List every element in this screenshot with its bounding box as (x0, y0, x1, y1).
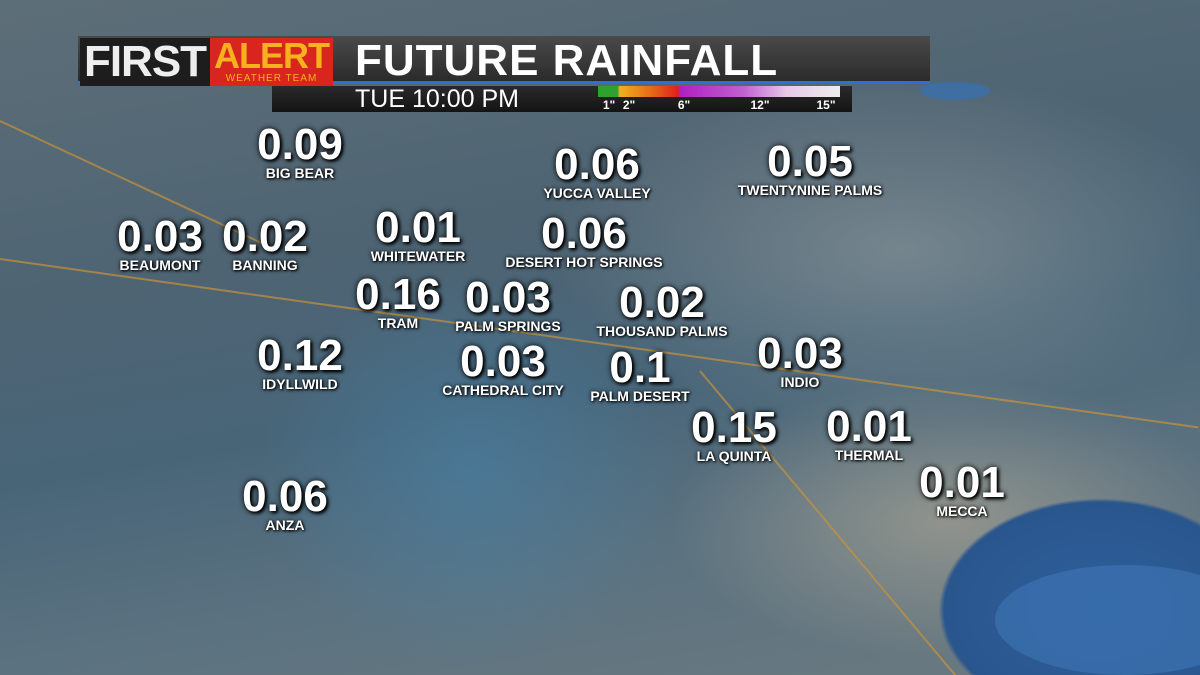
location-label: 0.03 BEAUMONT (117, 212, 203, 274)
rainfall-value: 0.03 (757, 329, 843, 378)
location-name: MECCA (936, 503, 988, 519)
location-label: 0.01 THERMAL (826, 402, 912, 464)
rainfall-value: 0.03 (117, 212, 203, 261)
rainfall-value: 0.03 (460, 337, 546, 386)
location-name: LA QUINTA (696, 448, 772, 464)
location-name: PALM DESERT (590, 388, 690, 404)
legend-tick: 1" (602, 98, 616, 112)
location-label: 0.06 YUCCA VALLEY (543, 140, 651, 202)
location-name: BEAUMONT (119, 257, 201, 273)
location-label: 0.02 BANNING (222, 212, 308, 274)
location-name: THOUSAND PALMS (596, 323, 728, 339)
location-label: 0.03 CATHEDRAL CITY (442, 337, 564, 399)
brand-alert: ALERT (214, 35, 330, 76)
rainfall-value: 0.06 (541, 209, 627, 258)
rainfall-value: 0.15 (691, 403, 777, 452)
location-label: 0.06 ANZA (242, 472, 328, 534)
lake (920, 82, 990, 100)
brand-team: WEATHER TEAM (225, 73, 318, 84)
location-label: 0.02 THOUSAND PALMS (596, 278, 728, 340)
rainfall-value: 0.06 (554, 140, 640, 189)
location-name: CATHEDRAL CITY (442, 382, 564, 398)
rainfall-value: 0.02 (619, 278, 705, 327)
legend-tick: 12" (750, 98, 770, 112)
location-name: BANNING (232, 257, 298, 273)
rainfall-color-scale (598, 86, 840, 97)
rainfall-value: 0.09 (257, 120, 343, 169)
location-label: 0.06 DESERT HOT SPRINGS (505, 209, 663, 271)
rainfall-value: 0.02 (222, 212, 308, 261)
rainfall-value: 0.03 (465, 273, 551, 322)
legend-tick: 6" (677, 98, 691, 112)
location-label: 0.01 WHITEWATER (370, 203, 466, 265)
location-label: 0.09 BIG BEAR (257, 120, 343, 182)
location-name: WHITEWATER (370, 248, 466, 264)
location-name: INDIO (780, 374, 820, 390)
location-name: YUCCA VALLEY (543, 185, 651, 201)
rainfall-value: 0.01 (919, 458, 1005, 507)
location-label: 0.03 PALM SPRINGS (455, 273, 561, 335)
location-label: 0.05 TWENTYNINE PALMS (737, 137, 883, 199)
location-name: BIG BEAR (265, 165, 335, 181)
location-name: PALM SPRINGS (455, 318, 561, 334)
location-name: ANZA (265, 517, 305, 533)
location-label: 0.03 INDIO (757, 329, 843, 391)
location-name: DESERT HOT SPRINGS (505, 254, 663, 270)
brand-first: FIRST (80, 38, 210, 86)
location-label: 0.16 TRAM (355, 270, 441, 332)
location-name: TWENTYNINE PALMS (737, 182, 883, 198)
rainfall-value: 0.16 (355, 270, 441, 319)
page-title: FUTURE RAINFALL (355, 36, 779, 85)
location-name: IDYLLWILD (262, 376, 338, 392)
rainfall-value: 0.06 (242, 472, 328, 521)
rainfall-value: 0.01 (375, 203, 461, 252)
rainfall-value: 0.01 (826, 402, 912, 451)
location-name: THERMAL (834, 447, 904, 463)
location-label: 0.15 LA QUINTA (691, 403, 777, 465)
forecast-time: TUE 10:00 PM (355, 85, 519, 113)
salton-sea (995, 565, 1200, 675)
legend-tick: 2" (622, 98, 636, 112)
rainfall-value: 0.1 (609, 343, 671, 392)
location-name: TRAM (377, 315, 419, 331)
location-label: 0.1 PALM DESERT (590, 343, 690, 405)
rainfall-value: 0.12 (257, 331, 343, 380)
location-label: 0.12 IDYLLWILD (257, 331, 343, 393)
location-label: 0.01 MECCA (919, 458, 1005, 520)
brand-alert-logo: ALERT WEATHER TEAM (210, 38, 333, 86)
legend-tick: 15" (816, 98, 836, 112)
rainfall-value: 0.05 (767, 137, 853, 186)
